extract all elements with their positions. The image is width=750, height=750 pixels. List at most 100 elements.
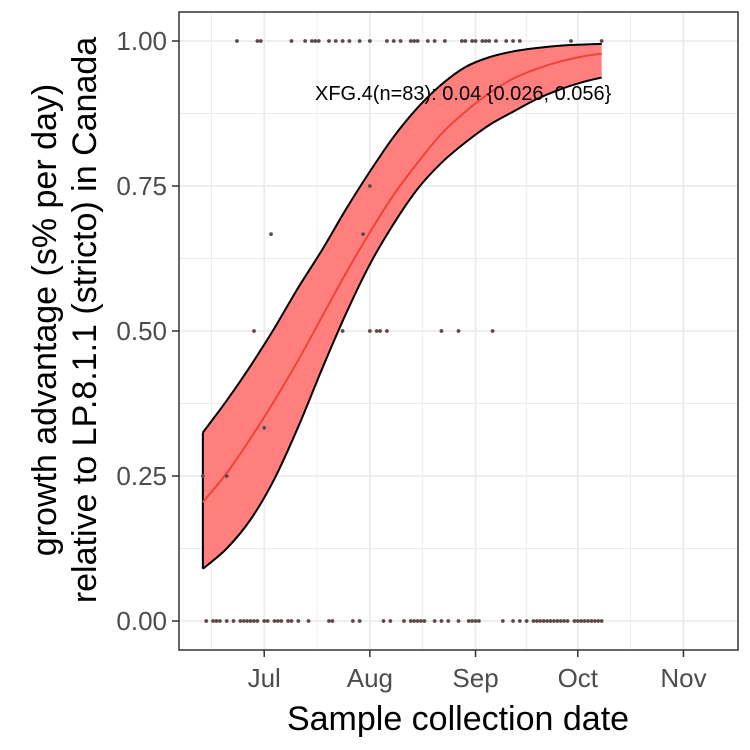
observation-point xyxy=(289,619,294,623)
observation-point xyxy=(470,619,475,623)
observation-point xyxy=(470,39,475,43)
y-tick-label: 0.00 xyxy=(116,606,167,636)
observation-point xyxy=(575,619,580,623)
observation-point xyxy=(327,39,331,43)
observation-point xyxy=(238,619,243,623)
observation-point xyxy=(463,39,468,43)
observation-point xyxy=(255,39,260,43)
growth-annotation: XFG.4(n=83): 0.04 {0.026, 0.056} xyxy=(315,83,612,105)
observation-point xyxy=(224,619,229,623)
observation-point xyxy=(460,39,464,43)
observation-point xyxy=(466,619,471,623)
observation-point xyxy=(592,619,597,623)
observation-point xyxy=(500,619,505,623)
observation-point xyxy=(211,619,215,623)
observation-point xyxy=(480,39,485,43)
observation-point xyxy=(456,619,461,623)
observation-point xyxy=(347,39,352,43)
observation-point xyxy=(524,619,529,623)
observation-point xyxy=(340,329,345,333)
observation-point xyxy=(596,619,601,623)
observation-point xyxy=(555,619,560,623)
observation-point xyxy=(252,619,256,623)
x-tick-label: Jul xyxy=(248,663,281,693)
observation-point xyxy=(579,619,584,623)
observation-point xyxy=(381,619,386,623)
ci-ribbon-fill xyxy=(202,43,602,569)
observation-point xyxy=(562,619,567,623)
observation-point xyxy=(374,329,379,333)
ci-upper-edge xyxy=(202,42,602,434)
y-tick-label: 0.50 xyxy=(116,316,167,346)
observation-point xyxy=(262,619,267,623)
observation-point xyxy=(439,619,444,623)
observation-point xyxy=(415,39,420,43)
observation-point xyxy=(558,619,563,623)
observation-point xyxy=(494,39,498,43)
observation-point xyxy=(231,619,236,623)
observation-point xyxy=(367,184,372,188)
ci-lower-edge xyxy=(202,76,602,570)
observation-point xyxy=(511,39,515,43)
observation-point xyxy=(286,619,290,623)
observation-point xyxy=(412,39,417,43)
observation-point xyxy=(306,619,311,623)
observation-point xyxy=(310,39,314,43)
observation-point xyxy=(582,619,587,623)
observation-point xyxy=(398,39,403,43)
observation-point xyxy=(473,39,478,43)
observation-point xyxy=(248,619,253,623)
y-axis-title: growth advantage (s% per day) relative t… xyxy=(26,37,104,603)
observation-point xyxy=(272,619,277,623)
observation-point xyxy=(589,619,594,623)
x-tick-label: Aug xyxy=(347,663,393,693)
observation-point xyxy=(200,474,205,478)
x-tick-label: Nov xyxy=(660,663,706,693)
observation-point xyxy=(258,39,263,43)
observation-point xyxy=(531,619,536,623)
observation-point xyxy=(415,619,420,623)
observation-point xyxy=(517,619,522,623)
observation-point xyxy=(517,39,522,43)
observation-point xyxy=(511,619,515,623)
observation-point xyxy=(255,619,260,623)
observation-point xyxy=(214,619,219,623)
observation-point xyxy=(565,619,570,623)
observation-point xyxy=(572,619,577,623)
observation-point xyxy=(367,39,372,43)
observation-point xyxy=(333,39,338,43)
observation-point xyxy=(422,619,427,623)
observation-point xyxy=(241,619,246,623)
observation-point xyxy=(385,329,389,333)
observation-point xyxy=(269,232,273,237)
observation-point xyxy=(350,619,355,623)
observation-point xyxy=(275,619,280,623)
y-axis-title-line-2: relative to LP.8.1.1 (stricto) in Canada xyxy=(66,37,104,603)
observation-point xyxy=(473,619,478,623)
observation-point xyxy=(296,619,301,623)
observation-point xyxy=(388,619,393,623)
observation-point xyxy=(217,619,222,623)
observation-point xyxy=(378,329,383,333)
observation-point xyxy=(262,425,267,430)
observation-point xyxy=(330,619,335,623)
observation-point xyxy=(408,39,413,43)
observation-point xyxy=(313,39,318,43)
y-axis-title-line-1: growth advantage (s% per day) xyxy=(26,84,64,556)
observation-point xyxy=(477,619,481,623)
observation-point xyxy=(599,619,604,623)
observation-point xyxy=(541,619,546,623)
observation-point xyxy=(483,39,488,43)
observation-point xyxy=(446,619,451,623)
x-tick-label: Sep xyxy=(452,663,498,693)
y-tick-label: 0.25 xyxy=(116,461,167,491)
fit-line xyxy=(202,52,602,503)
observation-point xyxy=(545,619,550,623)
observation-point xyxy=(340,39,345,43)
y-tick-label: 0.75 xyxy=(116,171,167,201)
observation-point xyxy=(425,39,430,43)
x-axis-title: Sample collection date xyxy=(287,700,629,738)
observation-point xyxy=(599,39,604,43)
observation-point xyxy=(569,39,573,43)
confidence-ribbon-layer xyxy=(201,42,602,570)
